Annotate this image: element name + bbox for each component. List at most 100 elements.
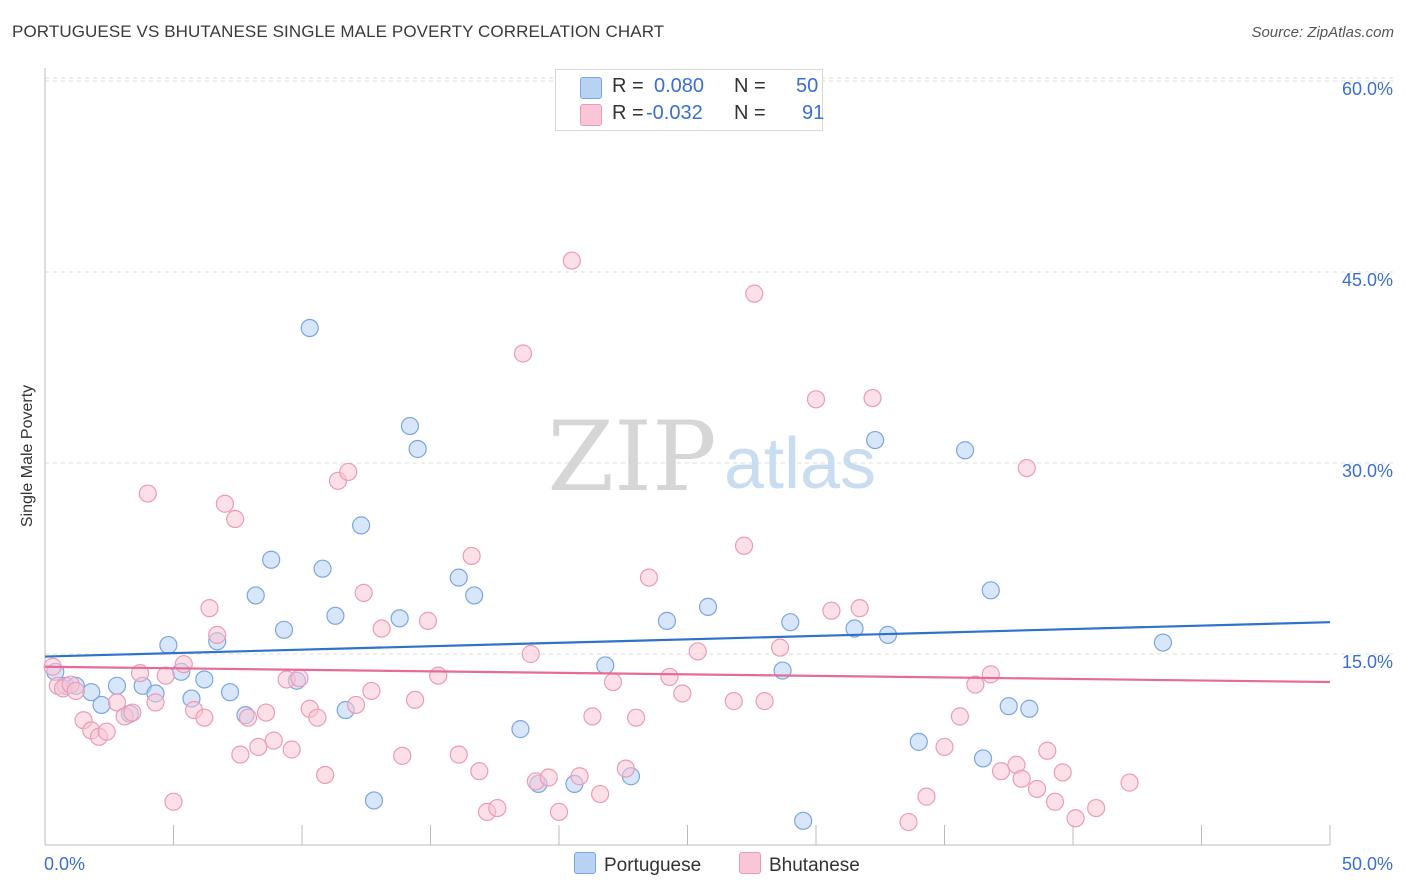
bhutanese-point [1120,773,1139,792]
portuguese-point [400,416,420,436]
y-tick-label: 45.0% [1342,270,1393,290]
stats-legend: R = 0.080 N = 50 R = -0.032 N = 91 [555,69,825,131]
portuguese-n-value: 50 [796,75,819,97]
bhutanese-point [354,583,373,602]
bhutanese-point [215,494,234,513]
y-tick-label: 15.0% [1342,652,1393,672]
portuguese-point [657,611,677,630]
bhutanese-point [591,784,610,804]
bhutanese-point [991,762,1011,781]
bhutanese-point [770,638,790,657]
portuguese-point [92,695,111,715]
portuguese-point [326,606,345,625]
watermark: ZIP atlas [547,401,876,513]
bhutanese-point [583,707,602,726]
bhutanese-point [935,737,954,757]
bhutanese-point [549,802,569,821]
bhutanese-point [66,681,85,701]
tick-label-layer: 15.0% 30.0% 45.0% 60.0% 0.0% 50.0% [44,79,1393,874]
bhutanese-point [164,792,183,811]
bhutanese-point [362,681,381,701]
bhutanese-point [1038,741,1057,760]
bhutanese-point [966,675,985,694]
bhutanese-point [1017,458,1036,478]
portuguese-point [274,620,294,639]
bhutanese-point [673,684,692,703]
portuguese-point [107,676,127,695]
bhutanese-point [418,611,438,630]
watermark-atlas: atlas [724,424,876,504]
bhutanese-point [917,787,936,806]
n-label: N = [734,102,766,124]
x-tick-label: 50.0% [1342,854,1393,874]
bhutanese-point [724,692,743,711]
bhutanese-swatch [580,104,602,126]
bottom-legend-portuguese: Portuguese [574,852,701,877]
portuguese-point [390,609,409,628]
bhutanese-point [174,655,193,674]
source-label: Source: ZipAtlas.com [1251,24,1394,41]
y-tick-label: 30.0% [1342,461,1393,481]
bhutanese-point [339,462,358,482]
bhutanese-point [107,693,127,712]
y-tick-label: 60.0% [1342,79,1393,99]
portuguese-point [246,586,265,605]
portuguese-point [999,697,1018,716]
portuguese-point [1020,699,1039,718]
portuguese-point [352,516,371,535]
bhutanese-point [308,708,327,727]
bhutanese-point [226,509,245,529]
bhutanese-point [405,690,425,709]
portuguese-r-value: 0.080 [654,75,705,97]
bhutanese-point [1012,769,1031,788]
bhutanese-point [393,746,412,765]
bhutanese-point [688,642,707,661]
portuguese-point [1153,633,1173,652]
bhutanese-point [822,601,841,620]
bhutanese-point [470,762,489,781]
bhutanese-point [156,666,175,685]
bottom-legend-bhutanese: Bhutanese [739,852,860,877]
bhutanese-n-value: 91 [802,102,825,124]
bhutanese-point [449,745,468,764]
bhutanese-point [462,546,481,566]
bhutanese-point [950,707,970,726]
bhutanese-point [863,388,882,408]
bhutanese-point [539,768,558,787]
portuguese-swatch [580,77,602,99]
r-label: R = [612,102,644,124]
bhutanese-point [755,692,774,711]
bhutanese-point [562,251,581,270]
bhutanese-point [123,703,142,722]
bhutanese-trend-line [44,665,1331,684]
grid-layer [45,77,1394,655]
bhutanese-point [1087,798,1106,818]
portuguese-point [973,749,993,768]
portuguese-trend-line [44,621,1331,658]
portuguese-point [313,559,332,578]
portuguese-point [845,619,864,638]
bhutanese-point [429,666,448,685]
portuguese-point [195,670,214,689]
bhutanese-point [745,284,764,303]
bhutanese-point [513,344,533,363]
bhutanese-point [346,695,366,715]
r-label: R = [612,75,644,97]
bhutanese-point [195,708,214,727]
bhutanese-swatch [739,852,761,874]
bhutanese-point [1027,779,1047,799]
bhutanese-point [231,745,250,764]
bhutanese-point [521,644,540,664]
n-label: N = [734,75,766,97]
bhutanese-point [660,667,679,687]
portuguese-point [596,656,615,675]
portuguese-point [955,441,975,460]
portuguese-point [465,586,484,605]
portuguese-point [981,581,1000,600]
bhutanese-point [639,568,659,587]
portuguese-point [449,568,468,587]
bhutanese-point [208,625,227,645]
trend-layer [44,621,1331,684]
portuguese-label: Portuguese [604,855,702,876]
